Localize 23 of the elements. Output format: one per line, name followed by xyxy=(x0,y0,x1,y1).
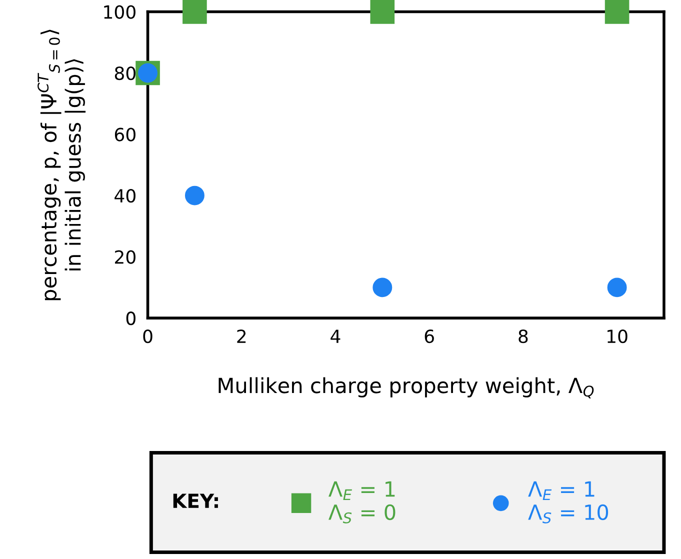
y-tick-label: 20 xyxy=(115,250,136,264)
x-tick-label: 0 xyxy=(143,330,152,344)
x-tick-label: 8 xyxy=(518,330,528,344)
x-tick-label: 4 xyxy=(330,330,340,343)
point xyxy=(604,0,630,24)
legend-title: KEY: xyxy=(173,494,218,508)
point xyxy=(182,0,207,24)
point xyxy=(607,278,627,298)
point xyxy=(370,0,395,24)
legend-label: Λ$_{E}$ = 1 Λ$_{S}$ = 0 xyxy=(328,481,396,524)
y-tick-label: 60 xyxy=(114,128,136,142)
x-tick-label: 2 xyxy=(237,330,246,343)
x-tick-label: 10 xyxy=(608,330,628,344)
text: percentage, p, of |Ψ$^{CT}$$_{S=0}$⟩ in initial guess |g(p)⟩ xyxy=(38,30,86,300)
y-tick-label: 80 xyxy=(114,66,136,80)
y-tick-label: 40 xyxy=(114,188,136,203)
y-tick-label: 0 xyxy=(126,312,136,326)
x-tick-label: 6 xyxy=(424,330,434,344)
x-axis-title: Mulliken charge property weight, Λ$_{Q}$ xyxy=(218,377,594,398)
legend-label: Λ$_{E}$ = 1 Λ$_{S}$ = 10 xyxy=(528,481,608,524)
point xyxy=(372,278,392,298)
y-tick-label: 100 xyxy=(104,5,136,19)
point xyxy=(184,186,204,206)
